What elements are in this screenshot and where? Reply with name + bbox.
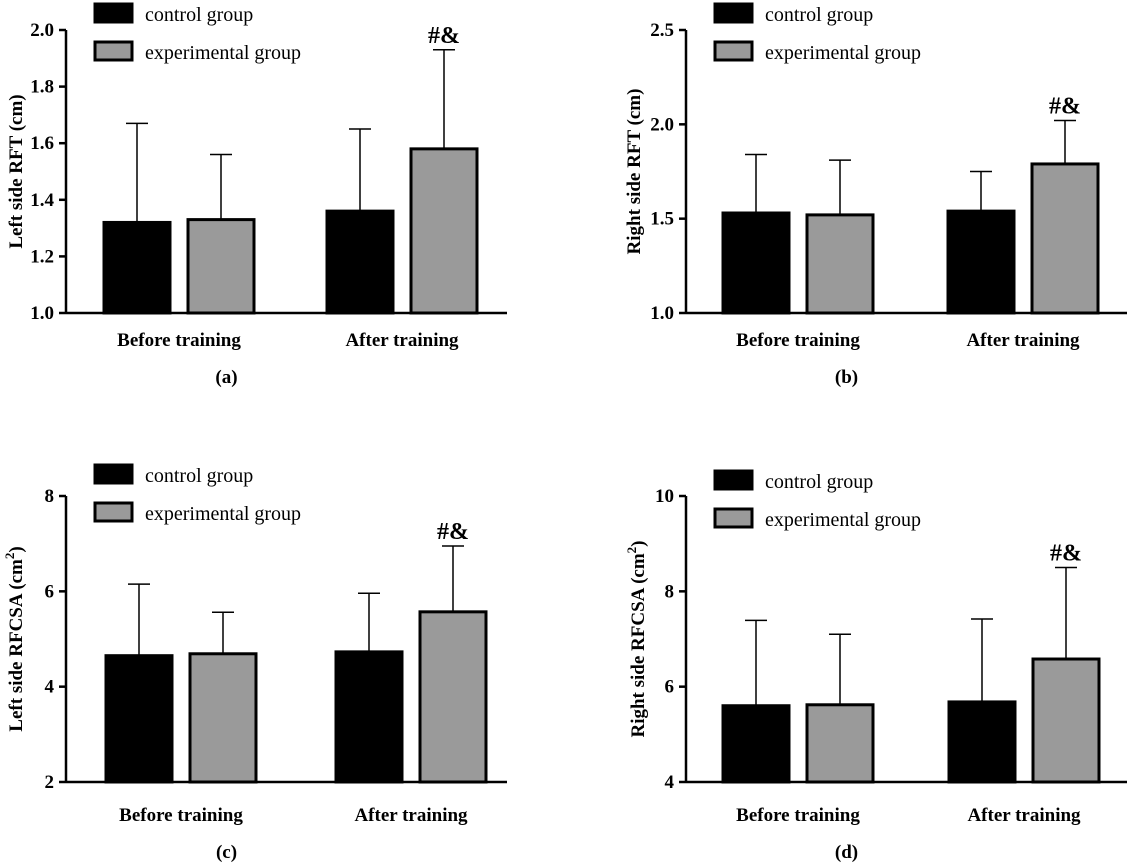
bar-experimental bbox=[1031, 657, 1101, 784]
x-category-label: After training bbox=[967, 805, 1081, 826]
bar-experimental bbox=[188, 652, 258, 784]
legend-label: control group bbox=[145, 465, 253, 487]
y-tick-label: 2.0 bbox=[650, 114, 674, 135]
y-tick-label: 4 bbox=[45, 677, 55, 698]
y-tick-label: 2.5 bbox=[650, 20, 674, 41]
bar-experimental bbox=[805, 703, 875, 784]
bar-experimental bbox=[409, 147, 479, 315]
legend-swatch-control bbox=[93, 463, 134, 485]
y-tick-label: 1.8 bbox=[30, 77, 54, 98]
y-tick-label: 2 bbox=[45, 772, 55, 793]
x-category-label: After training bbox=[354, 805, 468, 826]
legend-swatch-control bbox=[713, 469, 754, 491]
legend-swatch-experimental bbox=[93, 40, 134, 62]
x-category-label: Before training bbox=[736, 805, 860, 826]
legend-label: control group bbox=[145, 4, 253, 26]
y-tick-label: 6 bbox=[45, 581, 55, 602]
chart-panel-3: 2 4 6 8 Left side RFCSA (cm2) Before training… bbox=[2, 463, 507, 863]
y-axis-title: Right side RFCSA (cm2) bbox=[624, 540, 649, 737]
legend-label: experimental group bbox=[145, 503, 301, 525]
panel-label: (d) bbox=[835, 842, 858, 863]
y-tick-label: 4 bbox=[665, 772, 675, 793]
significance-annotation: #& bbox=[1049, 94, 1081, 120]
significance-annotation: #& bbox=[428, 23, 460, 49]
y-tick-label: 8 bbox=[665, 581, 675, 602]
legend-label: control group bbox=[765, 4, 873, 26]
bar-control bbox=[721, 211, 791, 315]
x-category-label: Before training bbox=[736, 330, 860, 351]
legend-label: experimental group bbox=[765, 509, 921, 531]
y-tick-label: 8 bbox=[45, 486, 55, 507]
bar-control bbox=[946, 209, 1016, 315]
chart-panel-4: 4 6 8 10 Right side RFCSA (cm2) Before traini… bbox=[624, 469, 1127, 863]
chart-panel-2: 1.0 1.5 2.0 2.5 Right side RFT (cm) Before tr… bbox=[624, 2, 1127, 388]
y-tick-label: 10 bbox=[655, 486, 674, 507]
y-tick-label: 6 bbox=[665, 677, 675, 698]
significance-annotation: #& bbox=[437, 519, 469, 545]
panel-label: (a) bbox=[215, 367, 237, 388]
panel-label: (b) bbox=[835, 367, 858, 388]
chart-panel-1: 1.0 1.2 1.4 1.6 1.8 2.0 Left side RFT (cm) Befo… bbox=[6, 2, 507, 388]
y-tick-label: 1.4 bbox=[30, 190, 54, 211]
significance-annotation: #& bbox=[1050, 541, 1082, 567]
legend-label: control group bbox=[765, 471, 873, 493]
y-tick-label: 1.0 bbox=[650, 303, 674, 324]
bar-control bbox=[334, 650, 404, 784]
legend-label: experimental group bbox=[765, 42, 921, 64]
y-tick-label: 1.6 bbox=[30, 133, 54, 154]
y-axis-title: Left side RFT (cm) bbox=[6, 94, 27, 248]
bar-control bbox=[947, 700, 1017, 784]
bar-control bbox=[104, 654, 174, 784]
bar-experimental bbox=[186, 218, 256, 315]
legend-swatch-experimental bbox=[713, 40, 754, 62]
y-tick-label: 1.0 bbox=[30, 303, 54, 324]
legend-swatch-control bbox=[93, 2, 134, 24]
x-category-label: Before training bbox=[117, 330, 241, 351]
y-tick-label: 2.0 bbox=[30, 20, 54, 41]
legend-swatch-experimental bbox=[93, 501, 134, 523]
bar-experimental bbox=[418, 610, 488, 784]
bar-control bbox=[102, 220, 172, 315]
x-category-label: After training bbox=[966, 330, 1080, 351]
bar-experimental bbox=[805, 213, 875, 315]
legend-swatch-control bbox=[713, 2, 754, 24]
y-tick-label: 1.5 bbox=[650, 209, 674, 230]
x-category-label: Before training bbox=[119, 805, 243, 826]
panel-label: (c) bbox=[216, 842, 237, 863]
bar-control bbox=[325, 209, 395, 315]
y-axis-title: Left side RFCSA (cm2) bbox=[2, 546, 27, 731]
bar-experimental bbox=[1030, 162, 1100, 315]
legend-swatch-experimental bbox=[713, 507, 754, 529]
legend-label: experimental group bbox=[145, 42, 301, 64]
x-category-label: After training bbox=[345, 330, 459, 351]
bar-control bbox=[721, 704, 791, 784]
y-axis-title: Right side RFT (cm) bbox=[624, 89, 645, 255]
y-tick-label: 1.2 bbox=[30, 246, 54, 267]
